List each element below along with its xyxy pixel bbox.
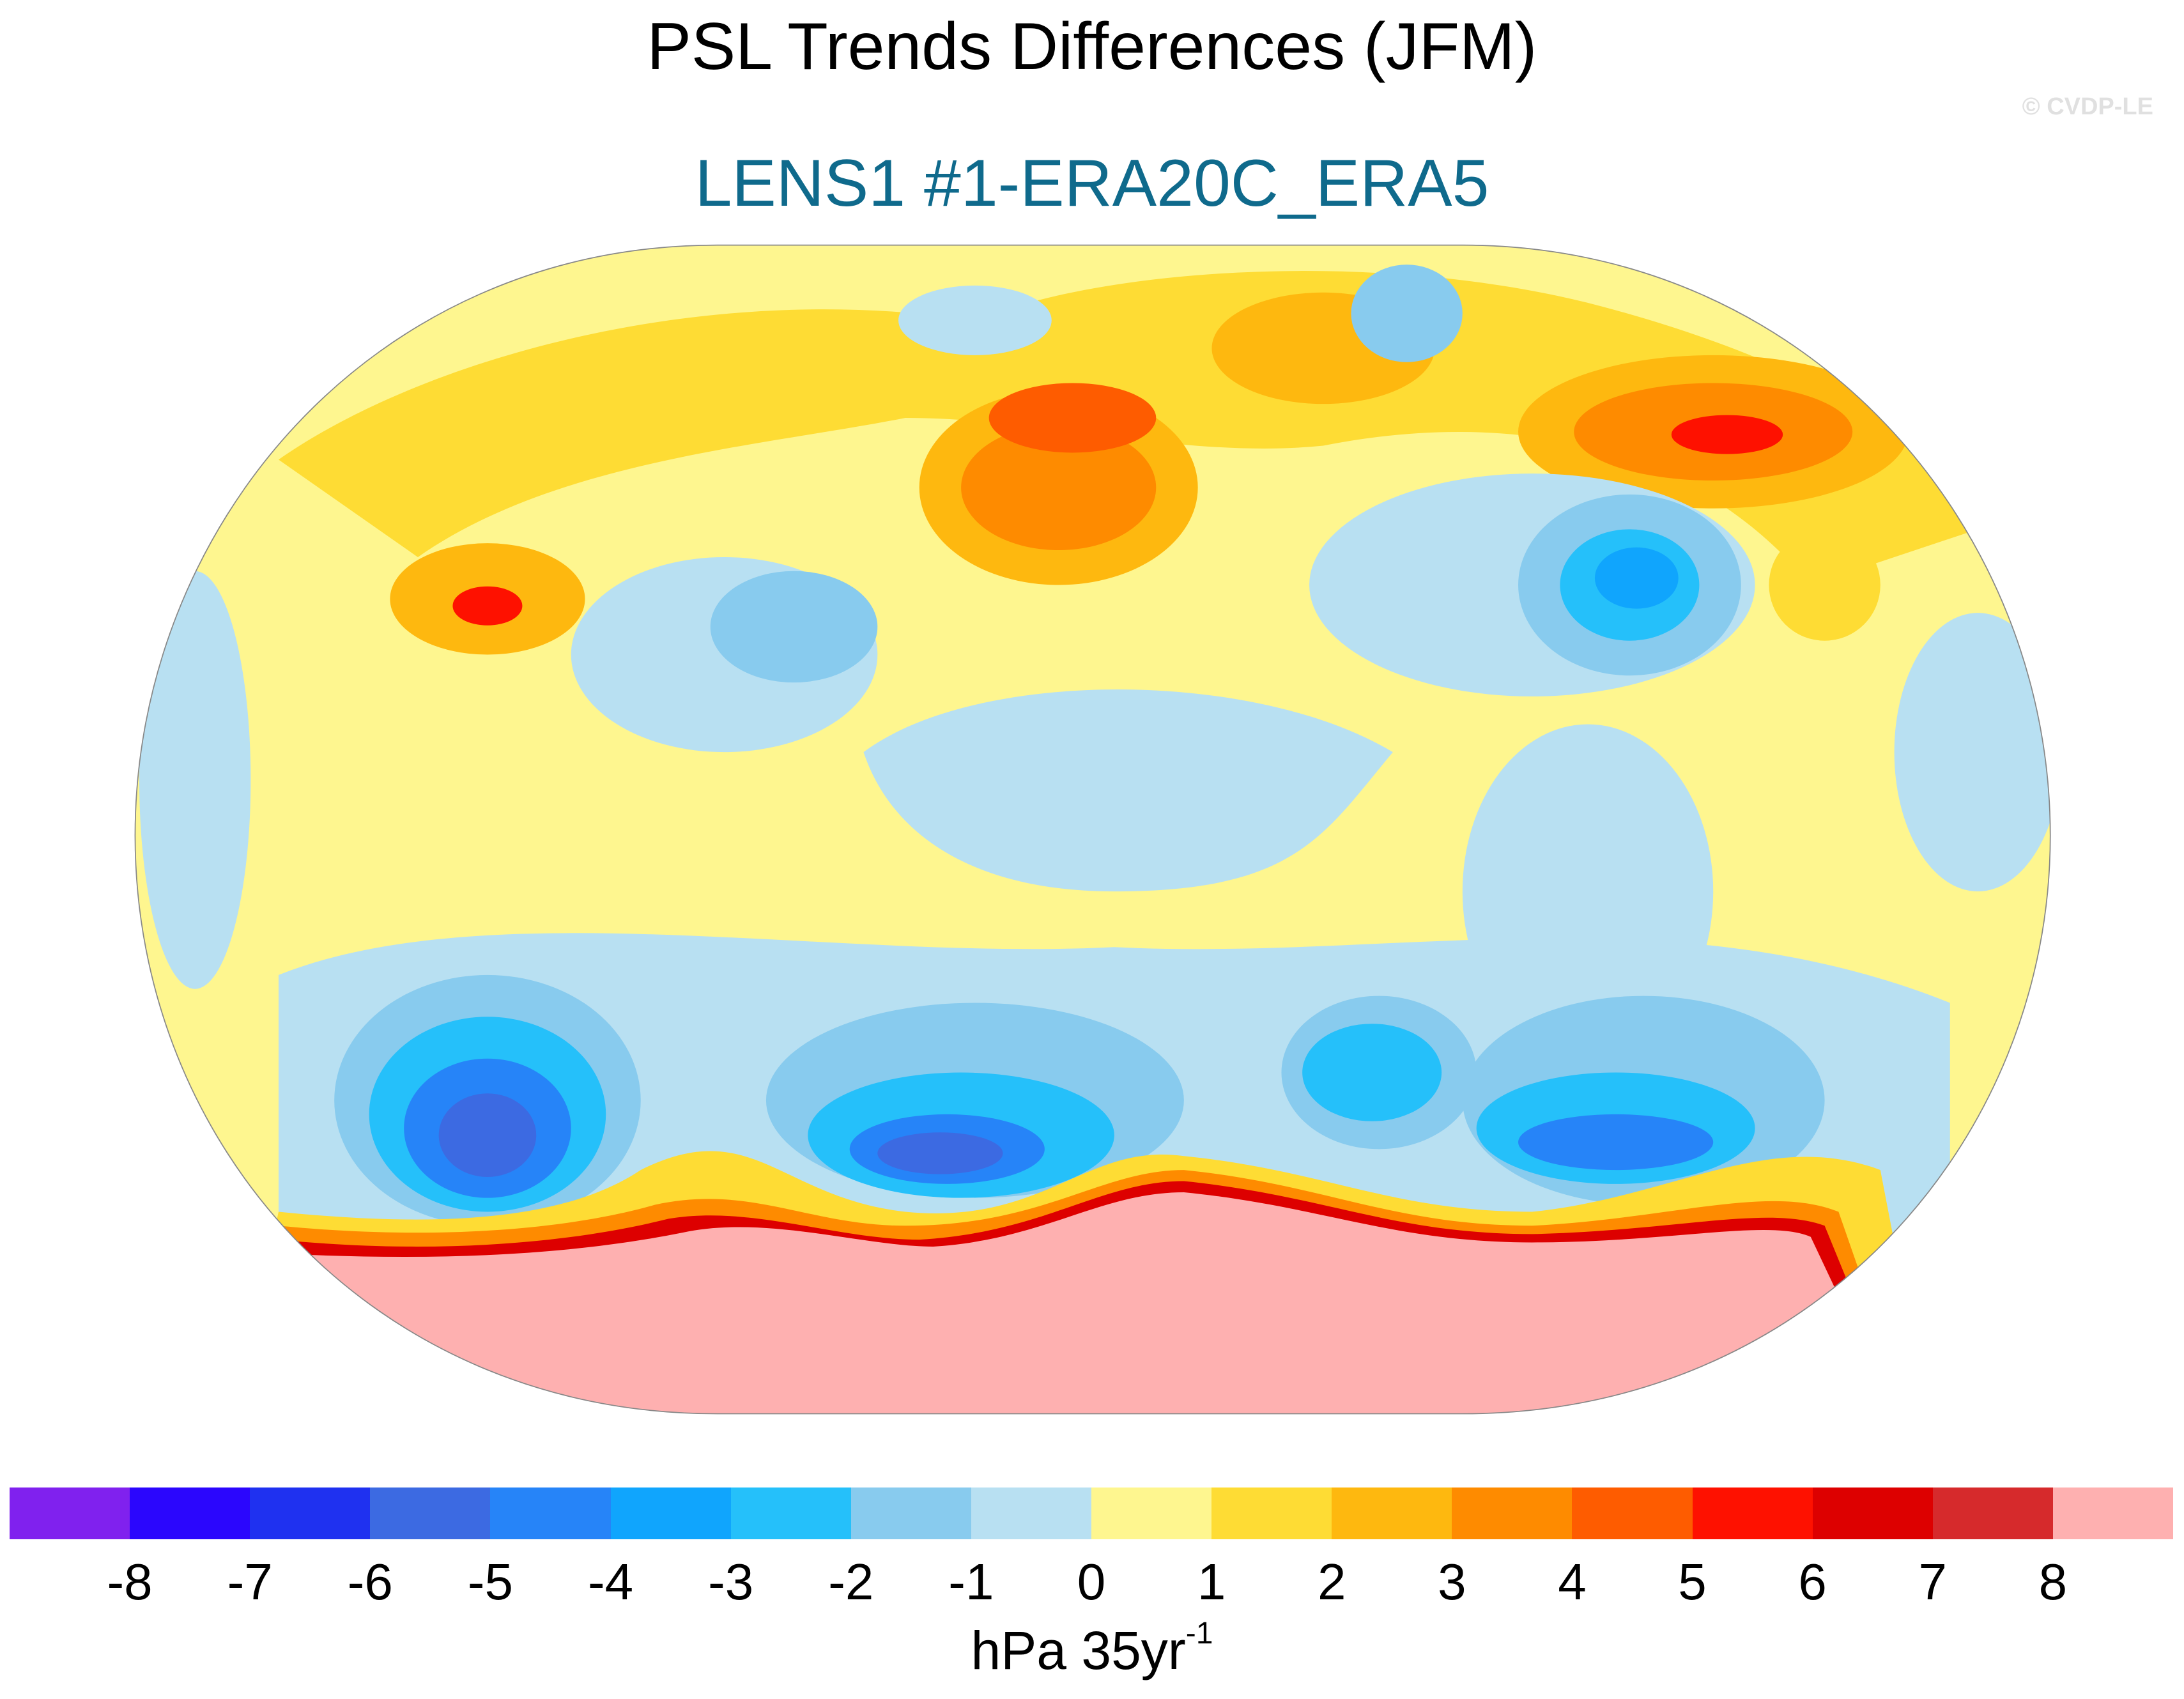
colorbar-box [370,1488,491,1539]
colorbar-box [850,1488,971,1539]
copyright-watermark: © CVDP-LE [2022,93,2153,120]
colorbar-box [2052,1488,2173,1539]
figure-subtitle: LENS1 #1-ERA20C_ERA5 [695,146,1489,220]
colorbar-tick-label: -3 [708,1553,754,1610]
colorbar [10,1488,2173,1539]
colorbar-box [1091,1488,1212,1539]
colorbar-box [490,1488,611,1539]
psl-trend-field [135,245,2050,1414]
colorbar-tick-label: 4 [1558,1553,1587,1610]
colorbar-box [1692,1488,1813,1539]
colorbar-unit-label: hPa 35yr-1 [0,1617,2184,1682]
colorbar-box [1452,1488,1573,1539]
colorbar-box [130,1488,250,1539]
colorbar-box [1572,1488,1693,1539]
colorbar-tick-label: -4 [587,1553,634,1610]
colorbar-box [610,1488,731,1539]
colorbar-box [250,1488,371,1539]
colorbar-box [730,1488,851,1539]
colorbar-tick-label: 7 [1918,1553,1948,1610]
colorbar-tick-label: 6 [1798,1553,1827,1610]
colorbar-tick-label: -7 [227,1553,273,1610]
colorbar-tick-label: -6 [347,1553,393,1610]
colorbar-tick-label: 2 [1317,1553,1346,1610]
colorbar-box [971,1488,1091,1539]
colorbar-box [1211,1488,1332,1539]
colorbar-tick-label: 5 [1678,1553,1707,1610]
colorbar-tick-label: 1 [1197,1553,1226,1610]
colorbar-box [1812,1488,1933,1539]
world-map [134,244,2051,1415]
colorbar-tick-label: 3 [1438,1553,1466,1610]
colorbar-box [1932,1488,2053,1539]
colorbar-box [1332,1488,1452,1539]
colorbar-tick-label: -1 [948,1553,994,1610]
unit-exponent: -1 [1185,1617,1213,1650]
colorbar-tick-label: 8 [2038,1553,2068,1610]
colorbar-tick-label: 0 [1077,1553,1106,1610]
colorbar-tick-label: -5 [467,1553,514,1610]
unit-text: hPa 35yr [971,1620,1186,1680]
colorbar-box [10,1488,130,1539]
colorbar-tick-label: -2 [828,1553,874,1610]
colorbar-tick-label: -8 [107,1553,153,1610]
figure-title: PSL Trends Differences (JFM) [647,10,1537,84]
